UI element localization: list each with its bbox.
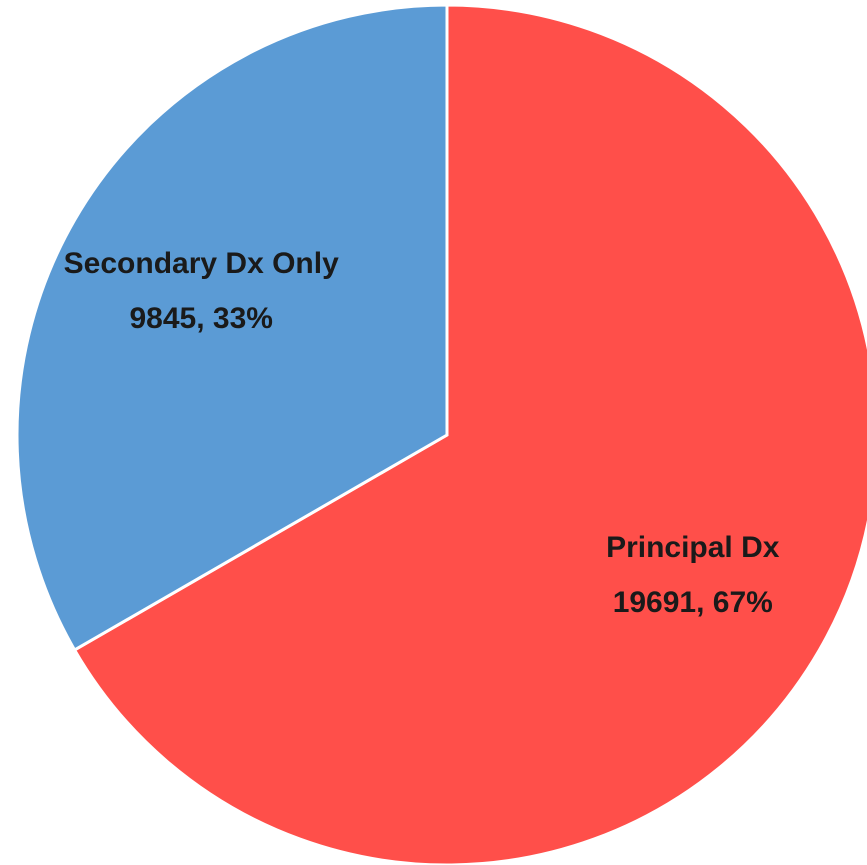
slice-label: Principal Dx — [606, 531, 780, 564]
slice-value-label: 9845, 33% — [130, 302, 273, 335]
pie-slice — [72, 3, 867, 865]
slice-value-label: 19691, 67% — [613, 586, 773, 619]
pie-slice — [15, 3, 449, 653]
slice-label: Secondary Dx Only — [64, 247, 339, 280]
